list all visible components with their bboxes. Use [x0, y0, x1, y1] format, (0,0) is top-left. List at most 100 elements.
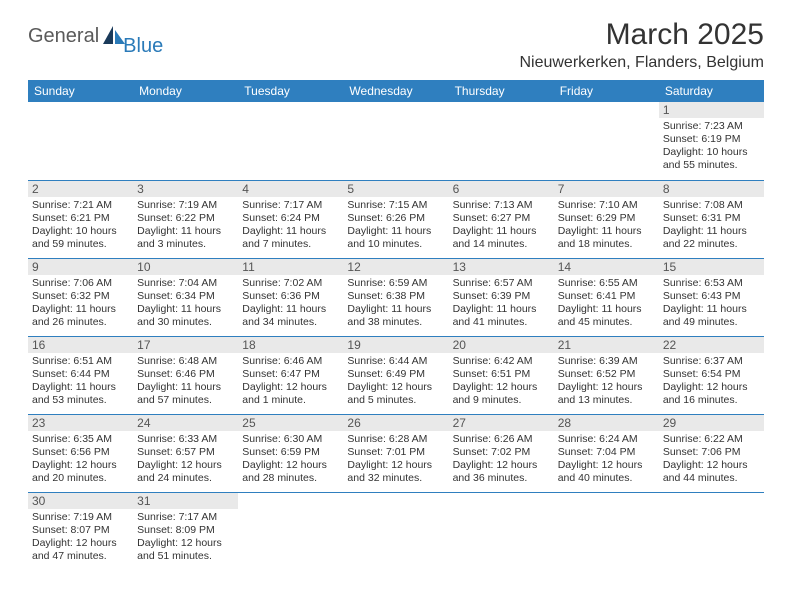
daylight1-text: Daylight: 11 hours [137, 225, 234, 238]
sunset-text: Sunset: 6:54 PM [663, 368, 760, 381]
sunset-text: Sunset: 6:38 PM [347, 290, 444, 303]
calendar-cell [343, 102, 448, 180]
calendar-cell: 23Sunrise: 6:35 AMSunset: 6:56 PMDayligh… [28, 414, 133, 492]
calendar-week-row: 1Sunrise: 7:23 AMSunset: 6:19 PMDaylight… [28, 102, 764, 180]
day-number: 15 [659, 259, 764, 275]
daylight2-text: and 38 minutes. [347, 316, 444, 329]
daylight1-text: Daylight: 10 hours [32, 225, 129, 238]
day-number: 16 [28, 337, 133, 353]
sunset-text: Sunset: 6:34 PM [137, 290, 234, 303]
calendar-cell [449, 492, 554, 570]
day-number: 6 [449, 181, 554, 197]
sunrise-text: Sunrise: 6:48 AM [137, 355, 234, 368]
sunset-text: Sunset: 6:32 PM [32, 290, 129, 303]
daylight1-text: Daylight: 11 hours [32, 381, 129, 394]
daylight1-text: Daylight: 12 hours [32, 459, 129, 472]
calendar-cell: 2Sunrise: 7:21 AMSunset: 6:21 PMDaylight… [28, 180, 133, 258]
sunset-text: Sunset: 8:07 PM [32, 524, 129, 537]
daylight2-text: and 57 minutes. [137, 394, 234, 407]
sunset-text: Sunset: 6:27 PM [453, 212, 550, 225]
day-number: 3 [133, 181, 238, 197]
sunrise-text: Sunrise: 6:30 AM [242, 433, 339, 446]
day-number: 14 [554, 259, 659, 275]
sunrise-text: Sunrise: 7:10 AM [558, 199, 655, 212]
daylight1-text: Daylight: 11 hours [558, 225, 655, 238]
daylight2-text: and 32 minutes. [347, 472, 444, 485]
sunset-text: Sunset: 6:21 PM [32, 212, 129, 225]
daylight1-text: Daylight: 12 hours [347, 459, 444, 472]
sunrise-text: Sunrise: 6:24 AM [558, 433, 655, 446]
sunrise-text: Sunrise: 6:46 AM [242, 355, 339, 368]
sunset-text: Sunset: 7:02 PM [453, 446, 550, 459]
logo-text-general: General [28, 25, 99, 48]
day-header: Saturday [659, 80, 764, 102]
daylight2-text: and 55 minutes. [663, 159, 760, 172]
sunset-text: Sunset: 6:49 PM [347, 368, 444, 381]
daylight2-text: and 5 minutes. [347, 394, 444, 407]
daylight2-text: and 36 minutes. [453, 472, 550, 485]
calendar-cell: 3Sunrise: 7:19 AMSunset: 6:22 PMDaylight… [133, 180, 238, 258]
calendar-cell [554, 492, 659, 570]
daylight2-text: and 34 minutes. [242, 316, 339, 329]
calendar-cell: 21Sunrise: 6:39 AMSunset: 6:52 PMDayligh… [554, 336, 659, 414]
daylight1-text: Daylight: 12 hours [663, 381, 760, 394]
day-number: 17 [133, 337, 238, 353]
calendar-cell: 7Sunrise: 7:10 AMSunset: 6:29 PMDaylight… [554, 180, 659, 258]
calendar-cell: 28Sunrise: 6:24 AMSunset: 7:04 PMDayligh… [554, 414, 659, 492]
header: General Blue March 2025 Nieuwerkerken, F… [28, 18, 764, 72]
daylight2-text: and 28 minutes. [242, 472, 339, 485]
calendar-week-row: 30Sunrise: 7:19 AMSunset: 8:07 PMDayligh… [28, 492, 764, 570]
sunset-text: Sunset: 6:56 PM [32, 446, 129, 459]
sunrise-text: Sunrise: 7:15 AM [347, 199, 444, 212]
calendar-body: 1Sunrise: 7:23 AMSunset: 6:19 PMDaylight… [28, 102, 764, 570]
daylight1-text: Daylight: 12 hours [453, 381, 550, 394]
day-number: 8 [659, 181, 764, 197]
day-number: 1 [659, 102, 764, 118]
sunset-text: Sunset: 6:39 PM [453, 290, 550, 303]
calendar-week-row: 2Sunrise: 7:21 AMSunset: 6:21 PMDaylight… [28, 180, 764, 258]
sunrise-text: Sunrise: 6:44 AM [347, 355, 444, 368]
sunset-text: Sunset: 7:04 PM [558, 446, 655, 459]
calendar-cell: 18Sunrise: 6:46 AMSunset: 6:47 PMDayligh… [238, 336, 343, 414]
sunset-text: Sunset: 7:01 PM [347, 446, 444, 459]
sunrise-text: Sunrise: 7:06 AM [32, 277, 129, 290]
daylight2-text: and 7 minutes. [242, 238, 339, 251]
sunrise-text: Sunrise: 7:04 AM [137, 277, 234, 290]
daylight1-text: Daylight: 11 hours [453, 303, 550, 316]
day-number: 21 [554, 337, 659, 353]
sunset-text: Sunset: 6:57 PM [137, 446, 234, 459]
month-title: March 2025 [519, 18, 764, 52]
calendar-cell [238, 492, 343, 570]
calendar-cell: 9Sunrise: 7:06 AMSunset: 6:32 PMDaylight… [28, 258, 133, 336]
day-number: 29 [659, 415, 764, 431]
day-number: 20 [449, 337, 554, 353]
day-header: Friday [554, 80, 659, 102]
day-number: 31 [133, 493, 238, 509]
day-header-row: Sunday Monday Tuesday Wednesday Thursday… [28, 80, 764, 102]
sunrise-text: Sunrise: 6:55 AM [558, 277, 655, 290]
daylight1-text: Daylight: 11 hours [242, 303, 339, 316]
daylight2-text: and 13 minutes. [558, 394, 655, 407]
daylight1-text: Daylight: 11 hours [137, 303, 234, 316]
sunrise-text: Sunrise: 7:19 AM [32, 511, 129, 524]
calendar-cell: 14Sunrise: 6:55 AMSunset: 6:41 PMDayligh… [554, 258, 659, 336]
calendar-cell [659, 492, 764, 570]
daylight2-text: and 24 minutes. [137, 472, 234, 485]
sunset-text: Sunset: 6:26 PM [347, 212, 444, 225]
sunrise-text: Sunrise: 6:28 AM [347, 433, 444, 446]
daylight1-text: Daylight: 12 hours [558, 381, 655, 394]
daylight1-text: Daylight: 11 hours [242, 225, 339, 238]
day-number: 11 [238, 259, 343, 275]
sunset-text: Sunset: 6:52 PM [558, 368, 655, 381]
daylight1-text: Daylight: 11 hours [558, 303, 655, 316]
daylight2-text: and 40 minutes. [558, 472, 655, 485]
calendar-cell: 16Sunrise: 6:51 AMSunset: 6:44 PMDayligh… [28, 336, 133, 414]
daylight2-text: and 59 minutes. [32, 238, 129, 251]
day-number: 2 [28, 181, 133, 197]
calendar-cell: 17Sunrise: 6:48 AMSunset: 6:46 PMDayligh… [133, 336, 238, 414]
calendar-week-row: 9Sunrise: 7:06 AMSunset: 6:32 PMDaylight… [28, 258, 764, 336]
daylight2-text: and 9 minutes. [453, 394, 550, 407]
day-header: Tuesday [238, 80, 343, 102]
day-number: 12 [343, 259, 448, 275]
calendar-cell: 5Sunrise: 7:15 AMSunset: 6:26 PMDaylight… [343, 180, 448, 258]
